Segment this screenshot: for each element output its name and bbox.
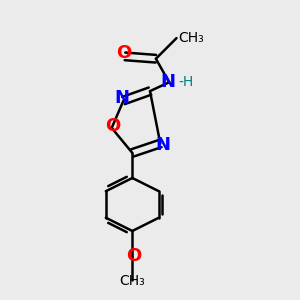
Text: O: O: [126, 247, 141, 265]
Text: CH₃: CH₃: [119, 274, 145, 288]
Text: N: N: [156, 136, 171, 154]
Text: N: N: [115, 89, 130, 107]
Text: N: N: [160, 73, 175, 91]
Text: CH₃: CH₃: [178, 31, 204, 45]
Text: O: O: [116, 44, 131, 62]
Text: -H: -H: [178, 75, 194, 89]
Text: O: O: [106, 117, 121, 135]
